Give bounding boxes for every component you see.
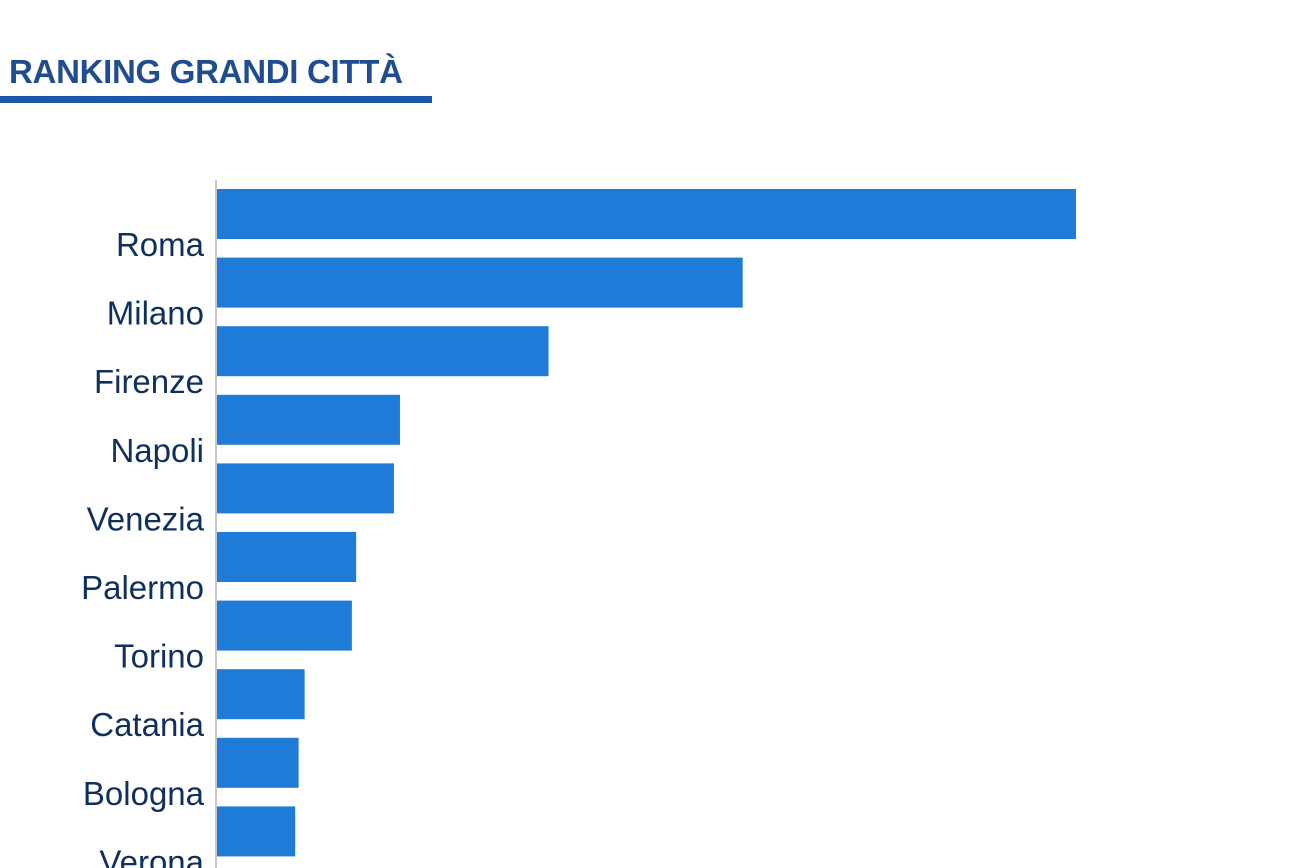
bars-group xyxy=(217,189,1076,857)
bar-torino xyxy=(217,600,352,651)
bar-firenze xyxy=(217,326,549,377)
category-label-catania: Catania xyxy=(90,706,204,743)
category-label-firenze: Firenze xyxy=(94,363,204,400)
bar-napoli xyxy=(217,394,400,445)
title-underline xyxy=(0,96,432,103)
category-label-torino: Torino xyxy=(114,638,204,675)
category-label-venezia: Venezia xyxy=(87,500,205,537)
category-labels: Roma Milano Firenze Napoli Venezia Palermo Tor… xyxy=(81,226,205,868)
bar-verona xyxy=(217,806,296,857)
bar-venezia xyxy=(217,463,394,514)
bar-roma xyxy=(217,189,1076,239)
bar-palermo xyxy=(217,532,357,582)
bar-catania xyxy=(217,669,305,720)
category-label-verona: Verona xyxy=(99,843,204,868)
category-label-bologna: Bologna xyxy=(83,775,205,812)
category-label-roma: Roma xyxy=(116,226,205,263)
category-label-milano: Milano xyxy=(107,295,204,332)
category-label-palermo: Palermo xyxy=(81,569,204,606)
bar-milano xyxy=(217,257,743,308)
chart-title: RANKING GRANDI CITTÀ xyxy=(9,53,403,90)
bar-bologna xyxy=(217,737,299,788)
category-label-napoli: Napoli xyxy=(110,432,204,469)
